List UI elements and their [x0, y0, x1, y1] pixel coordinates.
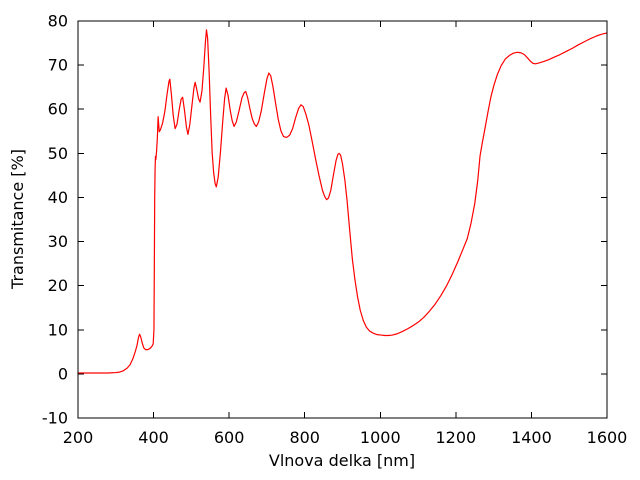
x-axis-label: Vlnova delka [nm]	[269, 451, 415, 470]
y-axis-label: Transmitance [%]	[8, 149, 27, 290]
x-tick-label: 1400	[511, 428, 552, 447]
y-tick-label: 30	[48, 232, 68, 251]
spectrum-curve-layer	[77, 29, 608, 374]
y-tick-label: 0	[58, 364, 68, 383]
y-tick-label: 60	[48, 100, 68, 119]
x-tick-label: 800	[289, 428, 320, 447]
x-tick-label: 1000	[360, 428, 401, 447]
y-tick-label: -10	[42, 409, 68, 428]
x-tick-label: 200	[63, 428, 94, 447]
x-tick-label: 400	[138, 428, 169, 447]
axis-ticks	[77, 20, 608, 419]
plot-border	[77, 20, 608, 419]
x-tick-label: 600	[214, 428, 245, 447]
y-tick-label: 20	[48, 276, 68, 295]
y-tick-label: 80	[48, 12, 68, 31]
y-tick-label: 10	[48, 320, 68, 339]
y-tick-label: 40	[48, 188, 68, 207]
y-tick-label: 70	[48, 56, 68, 75]
axis-tick-labels: 200 400 600 800 1000 1200 1400 1600 -10 0 10 20 30 40…	[42, 12, 628, 448]
x-tick-label: 1200	[435, 428, 476, 447]
y-tick-label: 50	[48, 144, 68, 163]
series-transmittance	[77, 29, 608, 374]
x-tick-label: 1600	[587, 428, 628, 447]
